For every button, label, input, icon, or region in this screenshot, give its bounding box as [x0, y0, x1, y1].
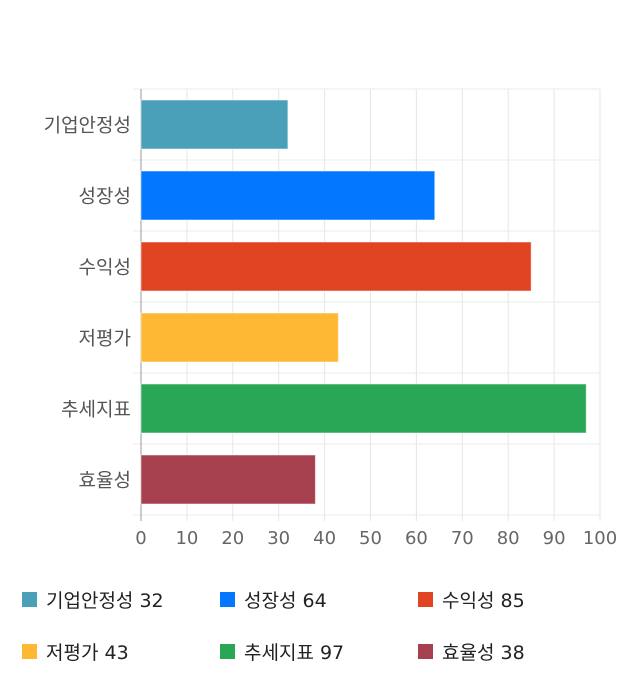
legend-label: 기업안정성 32: [46, 590, 164, 612]
y-tick-label: 추세지표: [61, 399, 131, 421]
y-tick-label: 수익성: [79, 257, 131, 279]
bar-chart: 0 10 20 30 40 50 60 70 80 90 100 기업안정성성장성수익성저평가추세지표…: [44, 88, 617, 549]
legend-label: 수익성 85: [442, 590, 525, 612]
bar: [140, 170, 436, 221]
legend-label: 저평가 43: [46, 642, 129, 664]
legend-item[interactable]: 저평가 43: [22, 638, 129, 665]
y-tick-label: 성장성: [79, 186, 131, 208]
bar: [140, 241, 532, 292]
x-tick-label: 20: [221, 528, 244, 549]
x-tick-label: 80: [497, 528, 520, 549]
legend-item[interactable]: 기업안정성 32: [22, 586, 164, 613]
legend-item[interactable]: 성장성 64: [220, 586, 327, 613]
x-tick-label: 40: [313, 528, 336, 549]
legend-swatch: [418, 592, 433, 607]
legend-swatch: [22, 644, 37, 659]
legend-swatch: [22, 592, 37, 607]
bar: [140, 312, 339, 363]
x-tick-label: 90: [543, 528, 566, 549]
x-tick-label: 60: [405, 528, 428, 549]
bar: [140, 99, 289, 150]
legend-item[interactable]: 효율성 38: [418, 638, 525, 665]
y-tick-label: 기업안정성: [44, 115, 131, 137]
x-tick-label: 70: [451, 528, 474, 549]
legend-item[interactable]: 추세지표 97: [220, 638, 344, 665]
legend-swatch: [220, 592, 235, 607]
y-tick-label: 저평가: [79, 328, 131, 350]
x-tick-label: 0: [135, 528, 146, 549]
legend-label: 성장성 64: [244, 590, 327, 612]
legend-item[interactable]: 수익성 85: [418, 586, 525, 613]
x-tick-label: 10: [175, 528, 198, 549]
legend-label: 효율성 38: [442, 642, 525, 664]
y-tick-label: 효율성: [79, 470, 131, 492]
x-tick-label: 50: [359, 528, 382, 549]
x-tick-label: 30: [267, 528, 290, 549]
legend-swatch: [418, 644, 433, 659]
legend-swatch: [220, 644, 235, 659]
x-tick-label: 100: [583, 528, 617, 549]
bar: [140, 383, 587, 434]
bar: [140, 454, 316, 505]
legend-label: 추세지표 97: [244, 642, 345, 664]
